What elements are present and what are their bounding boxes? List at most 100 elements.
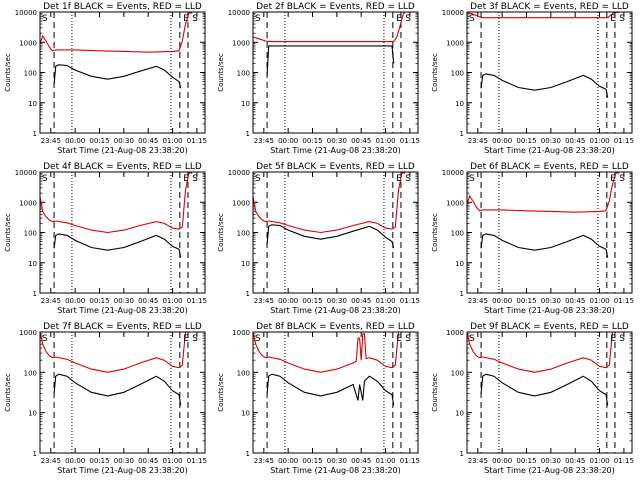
marker-label: E bbox=[610, 14, 616, 24]
series-line-lld bbox=[39, 331, 192, 373]
series-line-events bbox=[53, 373, 182, 406]
x-tick-label: 00:45 bbox=[351, 137, 371, 145]
x-tick-label: 00:30 bbox=[327, 137, 347, 145]
chart-panel: Det 2f BLACK = Events, RED = LLD Counts/s… bbox=[217, 2, 420, 155]
x-tick-label: 01:15 bbox=[400, 137, 420, 145]
x-tick-label: 00:30 bbox=[327, 457, 347, 465]
y-tick-label: 1000 bbox=[446, 199, 464, 207]
x-tick-label: 01:15 bbox=[400, 297, 420, 305]
chart-panel: Det 1f BLACK = Events, RED = LLD Counts/s… bbox=[4, 2, 207, 155]
y-tick-label: 10 bbox=[241, 260, 250, 268]
series-line-events bbox=[53, 233, 182, 258]
x-tick-label: 00:00 bbox=[65, 297, 85, 305]
x-tick-label: 01:00 bbox=[375, 137, 395, 145]
chart-title: Det 6f BLACK = Events, RED = LLD bbox=[470, 162, 629, 172]
x-axis-label: Start Time (21-Aug-08 23:38:20) bbox=[57, 466, 188, 475]
marker-label: E bbox=[396, 334, 402, 344]
marker-label: E bbox=[396, 174, 402, 184]
x-tick-label: 00:00 bbox=[492, 137, 512, 145]
y-tick-label: 10000 bbox=[228, 169, 250, 177]
y-tick-label: 1 bbox=[460, 450, 464, 458]
x-tick-label: 01:15 bbox=[614, 137, 634, 145]
x-tick-label: 00:30 bbox=[114, 457, 134, 465]
x-axis-label: Start Time (21-Aug-08 23:38:20) bbox=[270, 306, 401, 315]
x-tick-label: 00:00 bbox=[278, 137, 298, 145]
x-tick-label: 01:00 bbox=[162, 297, 182, 305]
y-axis-label: Counts/sec bbox=[431, 53, 439, 92]
series-line-lld bbox=[39, 12, 193, 53]
y-tick-label: 1 bbox=[460, 130, 464, 138]
x-tick-label: 00:00 bbox=[65, 137, 85, 145]
y-tick-label: 1 bbox=[33, 130, 37, 138]
chart-title: Det 3f BLACK = Events, RED = LLD bbox=[470, 2, 629, 12]
marker-label: E bbox=[183, 174, 189, 184]
x-tick-label: 00:45 bbox=[351, 457, 371, 465]
y-tick-label: 1 bbox=[246, 290, 250, 298]
x-tick-label: 00:15 bbox=[302, 457, 322, 465]
series-line-events bbox=[480, 73, 609, 98]
marker-label: S bbox=[619, 174, 625, 184]
y-tick-label: 10 bbox=[241, 410, 250, 418]
y-axis-label: Counts/sec bbox=[217, 53, 225, 92]
plot-frame bbox=[252, 11, 419, 134]
marker-label: E bbox=[183, 14, 189, 24]
series-line-events bbox=[480, 233, 609, 258]
x-tick-label: 00:30 bbox=[327, 297, 347, 305]
marker-label: S bbox=[405, 14, 411, 24]
series-line-events bbox=[266, 224, 395, 249]
x-tick-label: 01:15 bbox=[614, 297, 634, 305]
marker-label: S bbox=[192, 334, 198, 344]
marker-label: S bbox=[255, 174, 261, 184]
y-axis-label: Counts/sec bbox=[217, 213, 225, 252]
marker-label: S bbox=[42, 14, 48, 24]
marker-label: E bbox=[396, 14, 402, 24]
x-tick-label: 00:15 bbox=[516, 137, 536, 145]
x-axis-label: Start Time (21-Aug-08 23:38:20) bbox=[57, 146, 188, 155]
y-tick-label: 10000 bbox=[15, 9, 37, 17]
x-tick-label: 01:15 bbox=[187, 137, 207, 145]
x-tick-label: 23:45 bbox=[41, 297, 61, 305]
series-line-lld bbox=[252, 172, 406, 234]
x-tick-label: 00:30 bbox=[541, 137, 561, 145]
y-tick-label: 10 bbox=[28, 100, 37, 108]
y-tick-label: 10000 bbox=[442, 9, 464, 17]
series-line-lld bbox=[39, 172, 193, 234]
y-tick-label: 1 bbox=[33, 450, 37, 458]
x-tick-label: 01:00 bbox=[162, 137, 182, 145]
series-line-events bbox=[480, 373, 609, 406]
x-tick-label: 00:30 bbox=[541, 457, 561, 465]
y-tick-label: 1000 bbox=[446, 39, 464, 47]
y-tick-label: 100 bbox=[451, 230, 464, 238]
x-tick-label: 01:00 bbox=[162, 457, 182, 465]
series-line-lld bbox=[252, 331, 405, 373]
y-axis-label: Counts/sec bbox=[4, 373, 12, 412]
chart-title: Det 4f BLACK = Events, RED = LLD bbox=[43, 162, 202, 172]
y-tick-label: 10 bbox=[455, 260, 464, 268]
series-line-events bbox=[266, 45, 395, 76]
y-tick-label: 1000 bbox=[232, 329, 250, 337]
y-tick-label: 1000 bbox=[232, 39, 250, 47]
x-tick-label: 00:00 bbox=[278, 297, 298, 305]
marker-label: S bbox=[42, 174, 48, 184]
x-tick-label: 23:45 bbox=[41, 457, 61, 465]
marker-label: E bbox=[610, 334, 616, 344]
x-tick-label: 01:00 bbox=[589, 297, 609, 305]
marker-label: S bbox=[405, 334, 411, 344]
y-tick-label: 100 bbox=[237, 369, 250, 377]
y-axis-label: Counts/sec bbox=[431, 373, 439, 412]
x-tick-label: 00:30 bbox=[541, 297, 561, 305]
chart-title: Det 5f BLACK = Events, RED = LLD bbox=[256, 162, 415, 172]
chart-panel: Det 6f BLACK = Events, RED = LLD Counts/s… bbox=[431, 162, 634, 315]
x-tick-label: 01:00 bbox=[589, 457, 609, 465]
x-tick-label: 00:45 bbox=[138, 137, 158, 145]
x-tick-label: 00:30 bbox=[114, 137, 134, 145]
x-tick-label: 01:15 bbox=[400, 457, 420, 465]
chart-panel: Det 9f BLACK = Events, RED = LLD Counts/s… bbox=[431, 322, 634, 475]
plot-frame bbox=[466, 11, 633, 134]
x-tick-label: 00:00 bbox=[492, 297, 512, 305]
y-tick-label: 1 bbox=[460, 290, 464, 298]
y-tick-label: 10000 bbox=[442, 169, 464, 177]
chart-title: Det 2f BLACK = Events, RED = LLD bbox=[256, 2, 415, 12]
chart-panel: Det 7f BLACK = Events, RED = LLD Counts/s… bbox=[4, 322, 207, 475]
